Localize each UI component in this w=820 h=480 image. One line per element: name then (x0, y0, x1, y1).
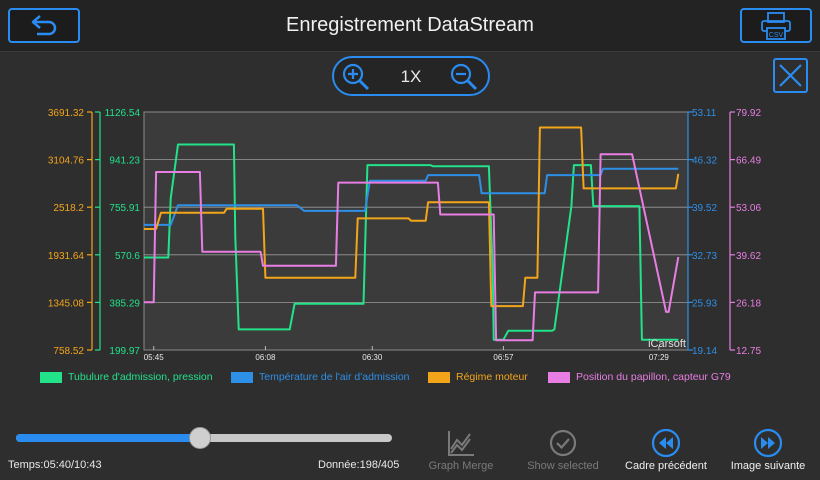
y-tick-label-green: 941.23 (109, 156, 140, 167)
x-tick-label: 05:45 (144, 353, 165, 362)
zoom-in-button[interactable] (340, 61, 372, 93)
y-tick-label-blue: 19.14 (692, 346, 717, 357)
x-tick-label: 07:29 (649, 353, 670, 362)
back-arrow-icon (31, 14, 57, 35)
series-line-0 (144, 143, 679, 341)
page-title: Enregistrement DataStream (286, 14, 534, 36)
legend-item-rpm[interactable]: Régime moteur (428, 370, 528, 384)
legend-label: Régime moteur (456, 371, 528, 383)
y-tick-label-green: 570.6 (115, 251, 140, 262)
zoom-level: 1X (400, 67, 422, 86)
y-tick-label-pink: 79.92 (736, 108, 761, 119)
y-tick-label-pink: 12.75 (736, 346, 761, 357)
y-tick-label-pink: 26.18 (736, 298, 761, 309)
legend-label: Position du papillon, capteur G79 (576, 371, 731, 383)
legend-swatch (428, 371, 450, 383)
series-line-2 (144, 126, 680, 308)
legend-swatch (40, 371, 62, 383)
y-tick-label-pink: 39.62 (736, 251, 761, 262)
csv-label: CSV (769, 32, 784, 39)
plot-area (143, 111, 689, 351)
x-tick-label: 06:08 (255, 353, 276, 362)
close-icon (779, 64, 802, 87)
datastream-chart: 3691.32 3104.76 2518.2 1931.64 1345.08 758.52… (48, 108, 762, 362)
chart-series (144, 126, 680, 342)
y-tick-label-green: 385.29 (109, 298, 140, 309)
slider-handle[interactable] (189, 427, 212, 449)
legend-item-air-temp[interactable]: Température de l'air d'admission (231, 370, 410, 384)
chart-y-axes: 3691.32 3104.76 2518.2 1931.64 1345.08 758.52… (48, 108, 762, 357)
check-circle-icon (549, 429, 577, 457)
legend-item-throttle[interactable]: Position du papillon, capteur G79 (548, 370, 731, 384)
chart-x-axis: 05:45 06:08 06:30 06:57 07:29 (144, 346, 670, 362)
legend-label: Tubulure d'admission, pression (68, 371, 213, 383)
slider-progress (16, 434, 201, 442)
y-tick-label-orange: 2518.2 (53, 203, 84, 214)
show-selected-label: Show selected (527, 460, 599, 472)
legend-swatch (548, 371, 570, 383)
y-tick-label-green: 199.97 (109, 346, 140, 357)
y-tick-label-green: 1126.54 (105, 108, 141, 119)
y-tick-label-orange: 3691.32 (48, 108, 85, 119)
graph-merge-icon (448, 431, 474, 456)
time-readout: Temps:05:40/10:43 (8, 459, 102, 471)
chart-watermark: iCarsoft (648, 338, 686, 350)
series-line-1 (144, 167, 679, 226)
y-tick-label-pink: 53.06 (736, 203, 761, 214)
previous-frame-button[interactable]: Cadre précédent (616, 428, 716, 478)
close-button[interactable] (773, 58, 808, 93)
y-tick-label-orange: 1345.08 (48, 298, 85, 309)
chart-grid (144, 159, 688, 303)
zoom-out-button[interactable] (448, 61, 480, 93)
y-tick-label-blue: 32.73 (692, 251, 717, 262)
y-tick-label-blue: 25.93 (692, 298, 717, 309)
y-tick-label-orange: 758.52 (53, 346, 84, 357)
graph-merge-button[interactable]: Graph Merge (411, 428, 511, 478)
y-tick-label-pink: 66.49 (736, 156, 761, 167)
previous-frame-label: Cadre précédent (625, 460, 707, 472)
next-frame-label: Image suivante (730, 460, 806, 472)
legend-label: Température de l'air d'admission (259, 371, 410, 383)
zoom-out-icon (450, 63, 478, 91)
y-tick-label-green: 755.91 (109, 203, 140, 214)
legend-item-pressure[interactable]: Tubulure d'admission, pression (40, 370, 213, 384)
zoom-control: 1X (332, 56, 490, 96)
series-line-3 (144, 153, 680, 342)
x-tick-label: 06:30 (362, 353, 383, 362)
y-tick-label-blue: 46.32 (692, 156, 717, 167)
header-bar: Enregistrement DataStream CSV (0, 0, 820, 52)
x-tick-label: 06:57 (493, 353, 514, 362)
back-button[interactable] (8, 8, 80, 43)
y-tick-label-orange: 3104.76 (48, 156, 85, 167)
y-tick-label-blue: 39.52 (692, 203, 717, 214)
fast-forward-icon (753, 428, 783, 458)
next-frame-button[interactable]: Image suivante (718, 428, 818, 478)
export-csv-button[interactable]: CSV (740, 8, 812, 43)
data-readout: Donnée:198/405 (318, 459, 400, 471)
y-tick-label-orange: 1931.64 (48, 251, 85, 262)
legend-swatch (231, 371, 253, 383)
show-selected-button[interactable]: Show selected (513, 428, 613, 478)
graph-merge-label: Graph Merge (428, 460, 494, 472)
y-tick-label-blue: 53.11 (692, 108, 717, 119)
printer-csv-icon: CSV (761, 11, 791, 40)
rewind-icon (651, 428, 681, 458)
zoom-in-icon (342, 63, 370, 91)
